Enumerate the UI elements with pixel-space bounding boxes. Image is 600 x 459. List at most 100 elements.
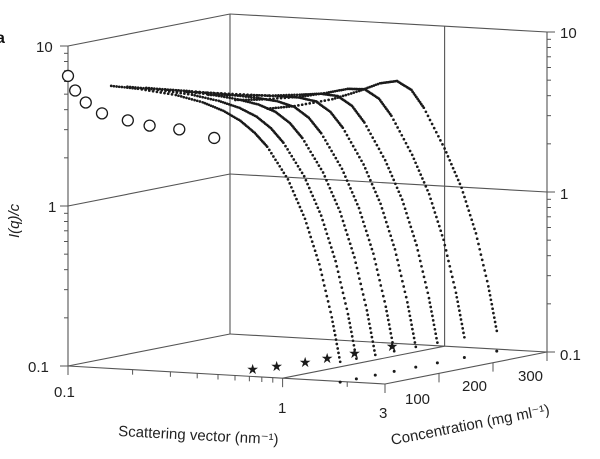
data-point	[453, 170, 457, 174]
data-point	[470, 218, 474, 222]
data-point	[381, 294, 385, 298]
data-point	[332, 329, 336, 333]
data-point	[151, 89, 155, 93]
data-point	[291, 189, 295, 193]
data-point	[223, 101, 227, 105]
data-point	[382, 211, 385, 215]
data-point	[445, 254, 449, 258]
data-point	[329, 310, 332, 314]
data-point	[258, 98, 261, 101]
data-point	[319, 167, 323, 171]
data-point	[207, 103, 211, 107]
data-point	[315, 160, 319, 164]
data-point	[300, 136, 304, 140]
data-point	[434, 130, 438, 134]
data-point	[439, 139, 442, 142]
data-point	[325, 179, 328, 182]
data-point	[458, 309, 461, 312]
data-point	[219, 108, 223, 112]
data-point	[273, 99, 277, 103]
floor-point	[462, 356, 466, 360]
floor-left-edge	[67, 333, 231, 367]
data-point	[425, 286, 428, 289]
data-point	[337, 356, 341, 359]
data-point	[326, 142, 329, 146]
data-point	[152, 87, 156, 90]
data-point	[288, 151, 291, 155]
data-point	[480, 258, 484, 262]
data-point	[313, 249, 317, 253]
data-point	[402, 202, 405, 206]
data-point	[297, 104, 300, 107]
data-point	[188, 90, 191, 94]
data-point	[464, 200, 468, 203]
data-point	[326, 300, 330, 303]
data-point	[279, 93, 283, 97]
data-point	[291, 95, 294, 99]
data-point	[301, 95, 305, 98]
data-point	[312, 93, 315, 97]
data-point	[413, 341, 417, 344]
data-point	[286, 178, 290, 181]
data-point	[264, 94, 267, 97]
data-point	[320, 273, 324, 277]
data-point	[493, 320, 497, 324]
data-point	[332, 153, 336, 156]
data-point	[295, 197, 298, 201]
data-point	[443, 147, 446, 150]
data-point	[142, 86, 145, 90]
data-point	[465, 204, 469, 208]
data-point	[370, 247, 374, 251]
data-point	[117, 85, 121, 89]
data-point	[345, 307, 349, 311]
data-point	[459, 318, 463, 321]
data-point	[468, 213, 472, 217]
data-point	[341, 291, 345, 295]
data-point	[322, 284, 326, 287]
data-point	[432, 323, 436, 327]
data-point	[304, 102, 308, 106]
data-point	[332, 324, 335, 328]
data-point	[344, 93, 348, 97]
data-point	[392, 243, 395, 247]
data-point	[319, 214, 323, 217]
data-point	[422, 275, 426, 279]
x-axis	[67, 365, 386, 385]
data-point	[201, 100, 204, 104]
data-point	[463, 335, 466, 339]
data-point	[155, 90, 159, 94]
data-point	[460, 186, 463, 190]
data-point	[284, 174, 288, 178]
data-point	[225, 102, 229, 106]
data-point	[357, 206, 361, 210]
data-point	[126, 85, 129, 89]
data-point	[288, 182, 292, 185]
data-point	[370, 335, 374, 339]
data-point	[430, 122, 434, 126]
z-tick-200: 200	[462, 378, 487, 395]
data-point	[209, 97, 213, 101]
data-point	[302, 174, 306, 178]
data-point	[371, 340, 375, 343]
data-point	[332, 255, 336, 258]
x-tick-3: 3	[379, 405, 387, 422]
data-point	[340, 286, 344, 289]
data-point	[360, 159, 363, 163]
y-tick-right-10: 10	[560, 25, 577, 42]
data-point	[209, 104, 213, 108]
floor-back-edge	[229, 333, 548, 353]
data-point	[421, 177, 424, 180]
data-point	[391, 340, 394, 344]
data-point	[391, 345, 395, 349]
data-point	[352, 91, 356, 94]
data-point	[306, 94, 310, 97]
data-point	[329, 90, 333, 94]
data-point	[187, 97, 191, 100]
data-point	[343, 224, 346, 227]
data-point	[458, 313, 462, 317]
data-point	[342, 171, 346, 175]
data-point	[430, 202, 434, 205]
data-point	[414, 345, 418, 349]
data-point	[361, 293, 365, 296]
